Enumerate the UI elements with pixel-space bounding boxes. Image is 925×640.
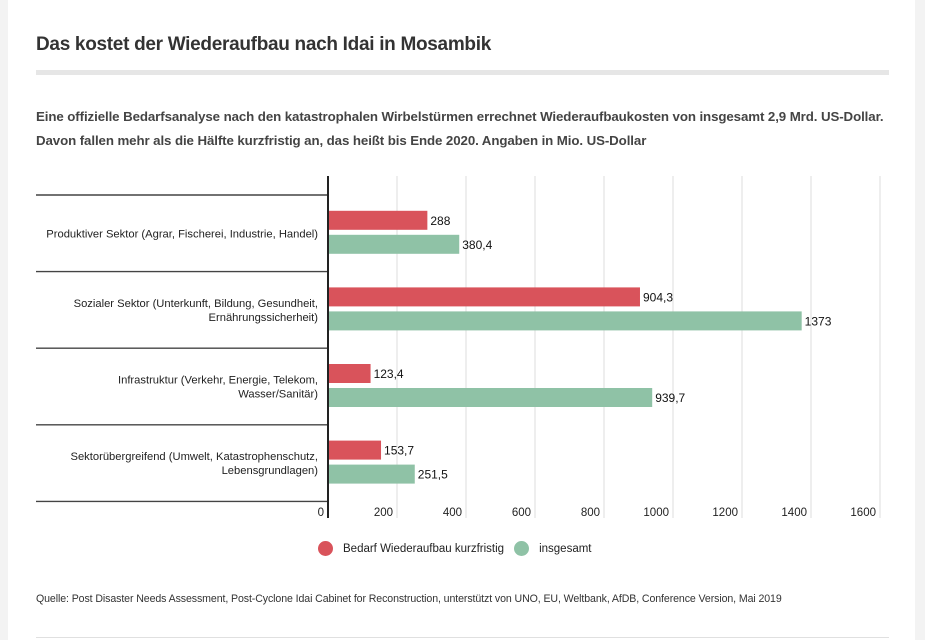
x-tick-label: 1600	[850, 507, 876, 519]
footer-divider	[36, 637, 889, 638]
data-label: 288	[430, 214, 450, 228]
category-label-line: Sektorübergreifend (Umwelt, Katastrophen…	[71, 451, 319, 463]
category-label-line: Lebensgrundlagen)	[222, 465, 319, 477]
bar-total[interactable]	[328, 234, 460, 254]
category-label-line: Sozialer Sektor (Unterkunft, Bildung, Ge…	[74, 298, 318, 310]
x-tick-label: 1400	[781, 507, 807, 519]
category-label: Infrastruktur (Verkehr, Energie, Telekom…	[118, 375, 318, 401]
data-label: 380,4	[462, 238, 492, 252]
chart-subtitle: Eine offizielle Bedarfsanalyse nach den …	[36, 109, 884, 148]
data-label: 153,7	[384, 444, 414, 458]
title-divider	[36, 70, 889, 75]
category-label-line: Produktiver Sektor (Agrar, Fischerei, In…	[46, 228, 318, 240]
bar-short-term[interactable]	[328, 440, 382, 460]
category-label-line: Infrastruktur (Verkehr, Energie, Telekom…	[118, 375, 318, 387]
bar-short-term[interactable]	[328, 287, 640, 307]
chart-title: Das kostet der Wiederaufbau nach Idai in…	[36, 34, 491, 55]
bar-short-term[interactable]	[328, 210, 428, 230]
source-note: Quelle: Post Disaster Needs Assessment, …	[36, 593, 782, 605]
bar-total[interactable]	[328, 388, 653, 407]
category-label: Produktiver Sektor (Agrar, Fischerei, In…	[46, 228, 318, 240]
legend: Bedarf Wiederaufbau kurzfristig insgesam…	[318, 541, 602, 556]
legend-label-short-term: Bedarf Wiederaufbau kurzfristig	[343, 542, 505, 555]
category-label-line: Ernährungssicherheit)	[209, 312, 319, 324]
x-tick-label: 400	[443, 507, 462, 519]
legend-swatch-short-term-icon	[318, 541, 333, 556]
legend-swatch-total-icon	[514, 541, 530, 556]
bar-total[interactable]	[328, 311, 802, 331]
x-tick-label: 0	[318, 507, 324, 519]
legend-item-short-term[interactable]: Bedarf Wiederaufbau kurzfristig	[318, 541, 504, 556]
data-label: 904,3	[643, 290, 673, 304]
category-label-line: Wasser/Sanitär)	[238, 389, 318, 401]
legend-item-total[interactable]: insgesamt	[514, 541, 592, 556]
x-tick-label: 800	[581, 507, 600, 519]
data-label: 123,4	[374, 367, 404, 381]
category-label: Sektorübergreifend (Umwelt, Katastrophen…	[71, 451, 319, 477]
data-label: 251,5	[418, 468, 448, 482]
x-tick-label: 600	[512, 507, 531, 519]
data-label: 939,7	[655, 391, 685, 405]
x-tick-label: 200	[374, 507, 393, 519]
category-label: Sozialer Sektor (Unterkunft, Bildung, Ge…	[74, 298, 319, 324]
x-tick-label: 1200	[712, 507, 738, 519]
bar-total[interactable]	[328, 464, 415, 484]
bar-short-term[interactable]	[328, 364, 371, 383]
data-label: 1373	[805, 314, 832, 328]
x-tick-label: 1000	[643, 507, 669, 519]
legend-label-total: insgesamt	[539, 542, 592, 555]
